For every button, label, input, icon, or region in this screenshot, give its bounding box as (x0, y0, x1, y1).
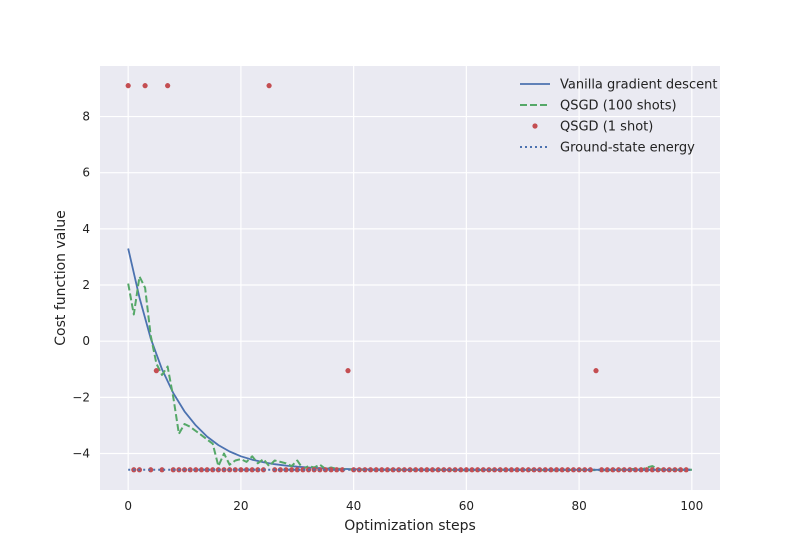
data-point (644, 467, 650, 473)
y-tick-label: 2 (82, 278, 90, 292)
data-point (367, 467, 374, 473)
data-point (125, 83, 131, 89)
data-point (435, 467, 441, 473)
data-point (599, 467, 605, 473)
data-point (339, 467, 345, 473)
data-point (373, 467, 379, 473)
data-point (508, 467, 515, 473)
tick-labels: 0 20 40 60 80 100 −4 −2 0 2 4 6 8 (72, 110, 703, 513)
legend-label: Ground-state energy (560, 141, 695, 156)
data-point (475, 467, 481, 473)
legend-label: QSGD (1 shot) (560, 120, 653, 135)
data-point (300, 467, 306, 473)
data-point (390, 467, 396, 473)
data-point (677, 467, 684, 473)
data-point (683, 467, 689, 473)
data-point (283, 467, 289, 473)
data-point (193, 467, 199, 473)
data-point (294, 467, 300, 473)
data-point (424, 467, 430, 473)
data-point (469, 467, 475, 473)
data-point (328, 467, 334, 473)
x-tick-label: 20 (233, 499, 248, 513)
grid-lines (100, 66, 720, 490)
y-tick-label: −2 (72, 390, 90, 404)
y-tick-label: 4 (82, 222, 90, 236)
data-point (429, 467, 436, 473)
data-point (243, 467, 250, 473)
data-point (604, 467, 610, 473)
x-axis-label: Optimization steps (344, 518, 476, 534)
data-point (520, 467, 526, 473)
data-point (384, 467, 391, 473)
data-point (655, 467, 661, 473)
y-tick-label: 6 (82, 166, 90, 180)
data-point (159, 467, 165, 473)
data-point (334, 467, 340, 473)
data-point (458, 467, 464, 473)
data-point (165, 83, 171, 89)
y-tick-label: 8 (82, 110, 90, 124)
data-point (418, 467, 424, 473)
legend-label: QSGD (100 shots) (560, 99, 677, 114)
data-point (379, 467, 385, 473)
y-tick-label: −4 (72, 446, 90, 460)
data-point (153, 368, 159, 374)
data-point (198, 467, 205, 473)
data-point (142, 83, 148, 89)
data-point (413, 467, 419, 473)
data-point (559, 467, 565, 473)
data-point (638, 467, 644, 473)
series-layer (125, 83, 692, 473)
x-tick-label: 60 (459, 499, 474, 513)
data-point (266, 83, 272, 89)
data-point (593, 368, 599, 374)
data-point (565, 467, 571, 473)
y-tick-label: 0 (82, 334, 90, 348)
data-point (322, 467, 329, 473)
x-tick-label: 0 (124, 499, 132, 513)
legend-label: Vanilla gradient descent (560, 78, 717, 93)
data-point (249, 467, 255, 473)
data-point (503, 467, 509, 473)
plot-background (100, 66, 720, 490)
data-point (238, 467, 244, 473)
x-tick-label: 100 (680, 499, 703, 513)
data-point (548, 467, 554, 473)
data-point (289, 467, 295, 473)
data-point (610, 467, 616, 473)
data-point (463, 467, 469, 473)
legend: Vanilla gradient descent QSGD (100 shots)… (520, 78, 717, 156)
data-point (148, 467, 154, 473)
data-point (514, 467, 520, 473)
data-point (553, 467, 560, 473)
data-point (255, 467, 261, 473)
data-point (232, 467, 238, 473)
x-tick-label: 40 (346, 499, 361, 513)
legend-marker (532, 123, 538, 129)
data-point (204, 467, 210, 473)
data-point (542, 467, 548, 473)
data-point (587, 467, 593, 473)
data-point (632, 467, 639, 473)
data-point (649, 467, 655, 473)
data-point (210, 467, 216, 473)
x-tick-label: 80 (571, 499, 586, 513)
series-qsgd-100-shots (127, 275, 692, 472)
y-axis-label: Cost function value (53, 210, 69, 345)
data-point (277, 467, 283, 473)
data-point (345, 368, 351, 374)
